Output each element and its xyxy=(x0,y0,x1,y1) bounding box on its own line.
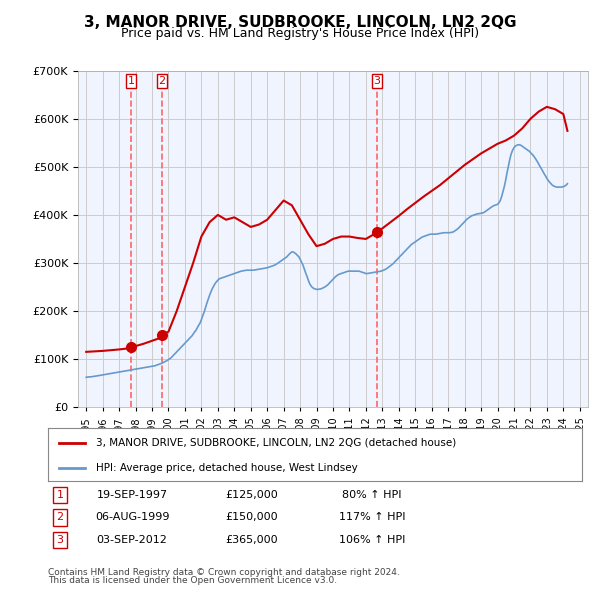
Text: 1: 1 xyxy=(127,76,134,86)
Text: 3: 3 xyxy=(373,76,380,86)
Text: 117% ↑ HPI: 117% ↑ HPI xyxy=(339,513,405,522)
Text: 3, MANOR DRIVE, SUDBROOKE, LINCOLN, LN2 2QG: 3, MANOR DRIVE, SUDBROOKE, LINCOLN, LN2 … xyxy=(84,15,516,30)
Text: 2: 2 xyxy=(56,513,64,522)
Text: 06-AUG-1999: 06-AUG-1999 xyxy=(95,513,169,522)
Text: 1: 1 xyxy=(56,490,64,500)
Text: 3: 3 xyxy=(56,535,64,545)
Text: £365,000: £365,000 xyxy=(226,535,278,545)
Text: Price paid vs. HM Land Registry's House Price Index (HPI): Price paid vs. HM Land Registry's House … xyxy=(121,27,479,40)
Text: HPI: Average price, detached house, West Lindsey: HPI: Average price, detached house, West… xyxy=(96,463,358,473)
Text: 80% ↑ HPI: 80% ↑ HPI xyxy=(342,490,402,500)
Text: 19-SEP-1997: 19-SEP-1997 xyxy=(97,490,167,500)
Text: 03-SEP-2012: 03-SEP-2012 xyxy=(97,535,167,545)
Text: 106% ↑ HPI: 106% ↑ HPI xyxy=(339,535,405,545)
Text: £150,000: £150,000 xyxy=(226,513,278,522)
Text: £125,000: £125,000 xyxy=(226,490,278,500)
Text: Contains HM Land Registry data © Crown copyright and database right 2024.: Contains HM Land Registry data © Crown c… xyxy=(48,568,400,577)
Text: 2: 2 xyxy=(158,76,166,86)
Text: 3, MANOR DRIVE, SUDBROOKE, LINCOLN, LN2 2QG (detached house): 3, MANOR DRIVE, SUDBROOKE, LINCOLN, LN2 … xyxy=(96,438,457,448)
Text: This data is licensed under the Open Government Licence v3.0.: This data is licensed under the Open Gov… xyxy=(48,576,337,585)
